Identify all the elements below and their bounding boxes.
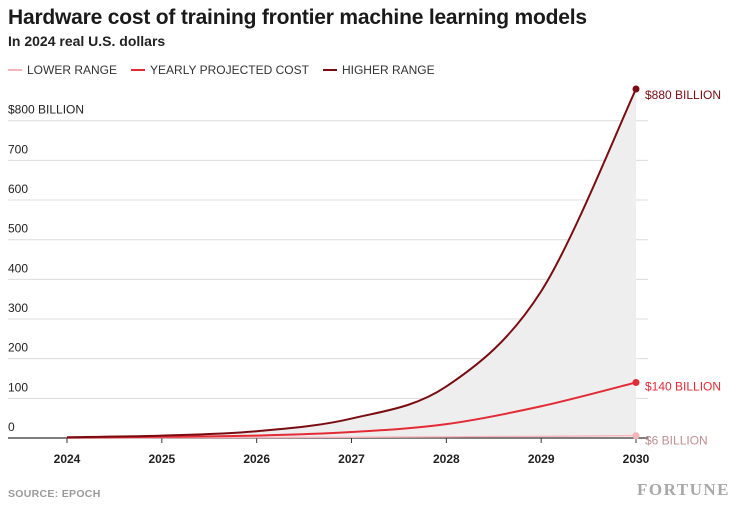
y-tick-label-300: 300 bbox=[8, 301, 28, 315]
legend-swatch-higher-range bbox=[322, 69, 337, 71]
y-tick-label-0: 0 bbox=[8, 420, 15, 434]
x-tick-label-2028: 2028 bbox=[433, 452, 460, 466]
brand-logo: FORTUNE bbox=[636, 480, 730, 499]
y-tick-label-500: 500 bbox=[8, 222, 28, 236]
x-tick-label-2030: 2030 bbox=[623, 452, 650, 466]
series-line-1 bbox=[66, 381, 637, 439]
legend-label-projected-cost: YEARLY PROJECTED COST bbox=[150, 63, 309, 77]
legend-item-projected-cost: YEARLY PROJECTED COST bbox=[131, 63, 309, 77]
y-tick-label-200: 200 bbox=[8, 341, 28, 355]
end-marker-0 bbox=[632, 432, 640, 440]
end-marker-1 bbox=[632, 378, 640, 386]
end-label-0: $6 BILLION bbox=[645, 434, 708, 448]
range-band-area bbox=[67, 89, 636, 438]
chart-subtitle: In 2024 real U.S. dollars bbox=[8, 33, 166, 49]
series-line-2 bbox=[66, 88, 637, 439]
source-note: SOURCE: EPOCH bbox=[8, 488, 101, 500]
legend-label-higher-range: HIGHER RANGE bbox=[341, 63, 435, 77]
x-tick-label-2029: 2029 bbox=[528, 452, 555, 466]
legend: LOWER RANGE YEARLY PROJECTED COST HIGHER… bbox=[8, 63, 449, 77]
x-tick-label-2027: 2027 bbox=[338, 452, 365, 466]
legend-swatch-projected-cost bbox=[131, 69, 146, 71]
x-tick-label-2024: 2024 bbox=[54, 452, 81, 466]
x-tick-label-2026: 2026 bbox=[243, 452, 270, 466]
end-marker-2 bbox=[632, 85, 640, 93]
y-tick-label-700: 700 bbox=[8, 142, 28, 156]
end-label-1: $140 BILLION bbox=[645, 379, 721, 393]
chart-title: Hardware cost of training frontier machi… bbox=[8, 6, 587, 29]
y-tick-label-100: 100 bbox=[8, 380, 28, 394]
legend-item-higher-range: HIGHER RANGE bbox=[322, 63, 435, 77]
legend-swatch-lower-range bbox=[8, 69, 22, 71]
y-tick-label-400: 400 bbox=[8, 261, 28, 275]
y-tick-label-800: $800 BILLION bbox=[8, 103, 84, 117]
x-tick-label-2025: 2025 bbox=[148, 452, 175, 466]
legend-label-lower-range: LOWER RANGE bbox=[27, 63, 118, 77]
legend-item-lower-range: LOWER RANGE bbox=[8, 63, 117, 77]
end-label-2: $880 BILLION bbox=[645, 88, 721, 102]
y-tick-label-600: 600 bbox=[8, 182, 28, 196]
